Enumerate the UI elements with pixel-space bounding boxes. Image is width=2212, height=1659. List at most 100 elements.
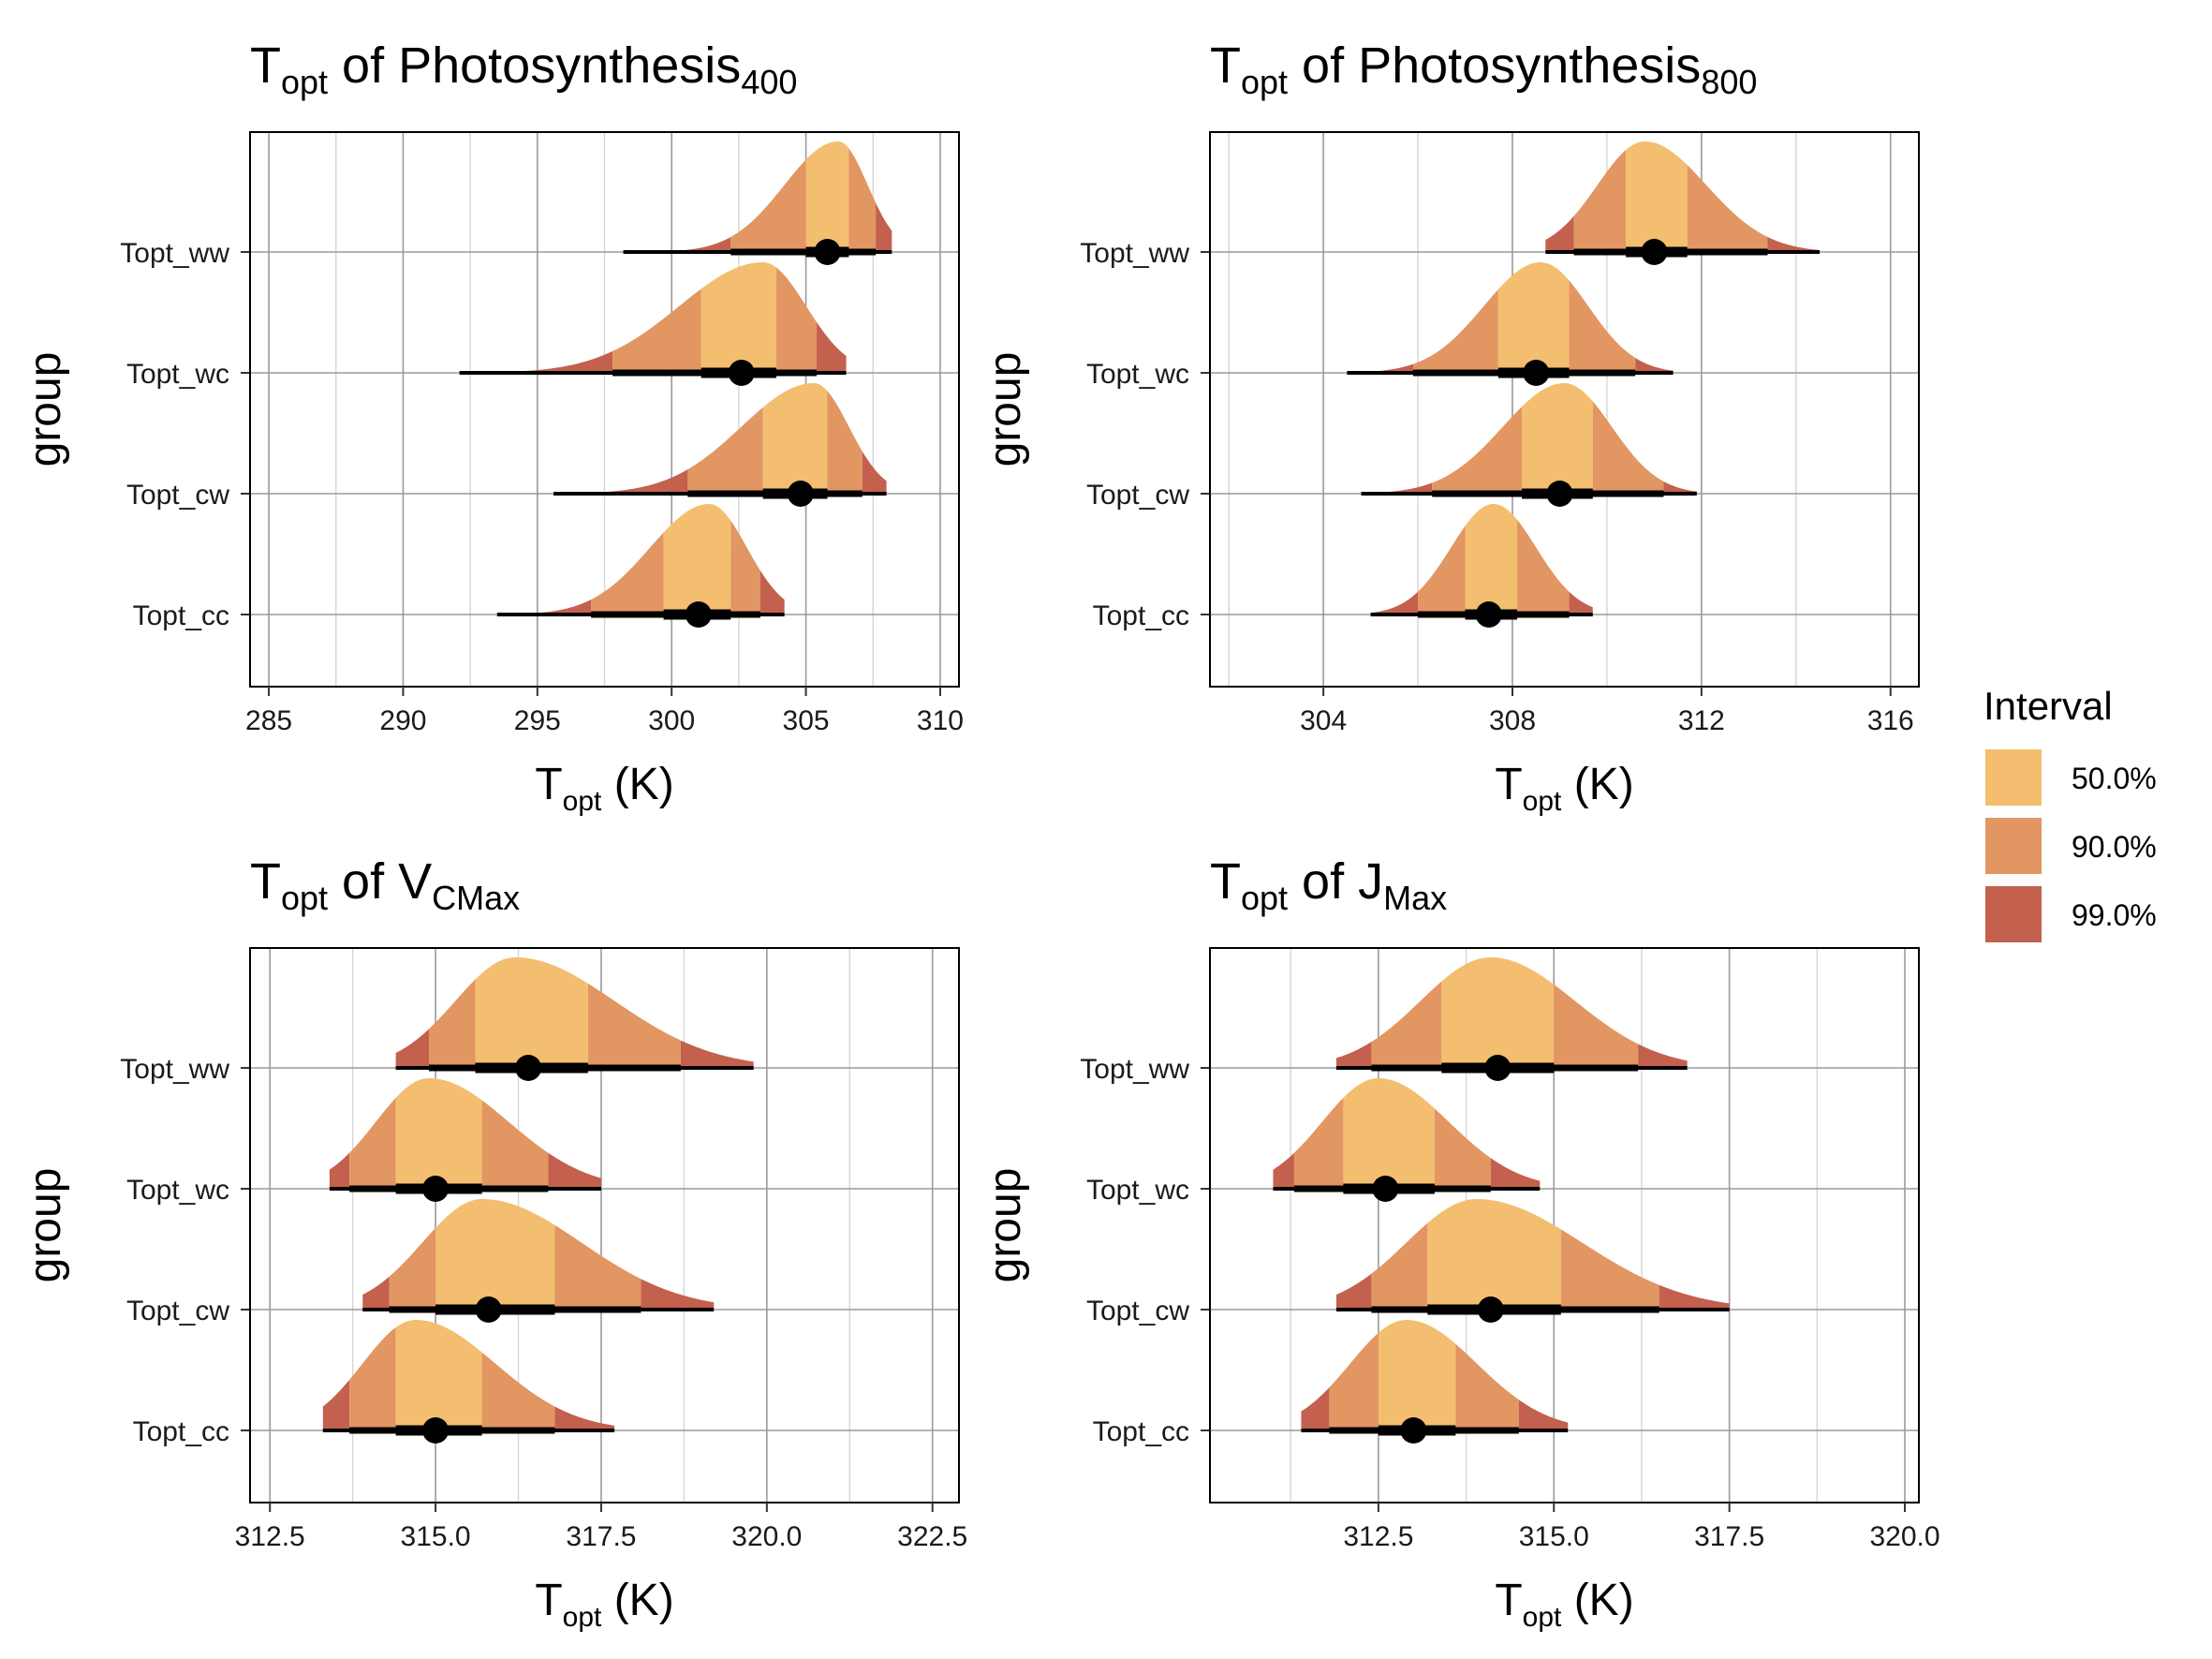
y-axis-title: group: [981, 1168, 1030, 1283]
density-band-90-left: [349, 1097, 396, 1189]
plot-frame: [249, 947, 960, 1503]
density-band-99-left: [459, 350, 613, 373]
density-band-99-right: [548, 1152, 601, 1189]
x-tick-label: 320.0: [1869, 1521, 1939, 1552]
y-tick-label: Topt_ww: [120, 238, 229, 269]
median-point: [685, 601, 712, 628]
x-axis-title: Topt (K): [535, 1576, 673, 1633]
median-point: [1475, 601, 1502, 628]
density-band-90-left: [1371, 981, 1442, 1068]
density-band-99-left: [623, 237, 731, 252]
median-point: [1484, 1055, 1512, 1081]
series-Topt_ww: [1545, 141, 1821, 265]
density-band-50: [1378, 1320, 1456, 1430]
density-band-99-right: [876, 202, 892, 252]
density-band-99-left: [1273, 1152, 1294, 1189]
median-point: [1400, 1417, 1427, 1444]
series-Topt_wc: [1347, 262, 1674, 386]
density-band-90-left: [1293, 1097, 1344, 1189]
series-Topt_ww: [1335, 957, 1688, 1081]
density-band-50: [475, 957, 588, 1068]
density-band-99-left: [553, 469, 688, 494]
density-band-99-right: [1518, 1400, 1569, 1430]
density-band-99-right: [817, 321, 847, 373]
density-band-90-left: [389, 1227, 436, 1310]
density-band-90-left: [1418, 526, 1466, 615]
x-tick-label: 300: [648, 705, 695, 736]
y-tick-label: Topt_cc: [133, 1416, 229, 1447]
y-axis-title: group: [981, 352, 1030, 467]
plot-frame: [249, 131, 960, 688]
series-Topt_ww: [395, 957, 754, 1081]
median-point: [787, 481, 814, 507]
y-tick-label: Topt_cc: [133, 600, 229, 631]
density-band-90-right: [730, 520, 760, 615]
x-tick-label: 312: [1678, 705, 1725, 736]
density-band-90-right: [1592, 401, 1664, 494]
density-band-99-left: [395, 1029, 430, 1068]
legend-label-99: 99.0%: [2072, 898, 2157, 932]
series-Topt_wc: [1273, 1078, 1541, 1202]
density-band-99-left: [1301, 1387, 1330, 1430]
x-axis-title: Topt (K): [1495, 760, 1633, 817]
median-point: [515, 1055, 542, 1081]
series-Topt_ww: [623, 141, 892, 265]
y-tick-label: Topt_wc: [1086, 359, 1189, 390]
y-tick-label: Topt_ww: [1080, 1054, 1189, 1085]
density-band-99-right: [554, 1406, 615, 1430]
y-tick-label: Topt_ww: [120, 1054, 229, 1085]
density-band-99-right: [641, 1279, 715, 1310]
density-band-50: [1497, 262, 1570, 373]
density-band-99-right: [680, 1040, 754, 1068]
density-band-99-right: [1635, 358, 1674, 373]
series-Topt_cw: [1335, 1199, 1730, 1323]
panel-title: Topt of VCMax: [250, 853, 520, 917]
series-Topt_cc: [1301, 1320, 1569, 1444]
density-band-90-right: [848, 148, 877, 252]
density-band-90-right: [1455, 1343, 1519, 1430]
density-band-99-left: [1545, 215, 1574, 252]
panel-2: Topt of Photosynthesis800 Topt_ww Topt_wc T…: [981, 37, 1920, 817]
y-tick-label: Topt_cw: [1086, 480, 1189, 511]
median-point: [728, 360, 755, 386]
density-band-99-right: [1659, 1284, 1730, 1310]
y-tick-label: Topt_cc: [1093, 1416, 1189, 1447]
legend-title: Interval: [1983, 684, 2113, 728]
density-band-90-right: [827, 391, 863, 494]
x-tick-label: 317.5: [1694, 1521, 1764, 1552]
density-band-99-right: [1767, 237, 1821, 252]
median-point: [1372, 1176, 1399, 1202]
median-point: [1546, 481, 1573, 507]
series-Topt_cc: [496, 504, 785, 628]
x-tick-label: 320.0: [731, 1521, 802, 1552]
x-tick-label: 305: [783, 705, 830, 736]
legend-label-50: 50.0%: [2072, 762, 2157, 795]
density-band-90-left: [612, 289, 701, 373]
density-band-99-right: [862, 451, 887, 494]
median-point: [1641, 239, 1668, 265]
density-band-90-left: [591, 532, 664, 615]
median-point: [475, 1296, 502, 1323]
plot-frame: [1209, 947, 1920, 1503]
x-tick-label: 317.5: [566, 1521, 636, 1552]
panel-title: Topt of JMax: [1210, 853, 1447, 917]
x-tick-label: 315.0: [401, 1521, 471, 1552]
y-tick-label: Topt_wc: [1086, 1175, 1189, 1206]
x-tick-label: 315.0: [1519, 1521, 1589, 1552]
density-band-90-left: [349, 1327, 396, 1430]
density-band-50: [700, 262, 777, 373]
x-tick-label: 316: [1867, 705, 1914, 736]
density-band-50: [1522, 383, 1593, 494]
series-Topt_cw: [362, 1199, 715, 1323]
series-Topt_wc: [459, 262, 847, 386]
x-tick-label: 310: [917, 705, 964, 736]
density-band-50: [395, 1320, 482, 1430]
density-band-90-right: [776, 267, 818, 373]
density-band-99-left: [322, 1379, 350, 1430]
panel-1: Topt of Photosynthesis400 Topt_ww Topt_wc T…: [21, 37, 964, 817]
median-point: [1523, 360, 1550, 386]
density-band-50: [762, 383, 828, 494]
legend-swatch-90: [1985, 818, 2042, 874]
y-tick-label: Topt_cc: [1093, 600, 1189, 631]
density-band-50: [1465, 504, 1518, 615]
